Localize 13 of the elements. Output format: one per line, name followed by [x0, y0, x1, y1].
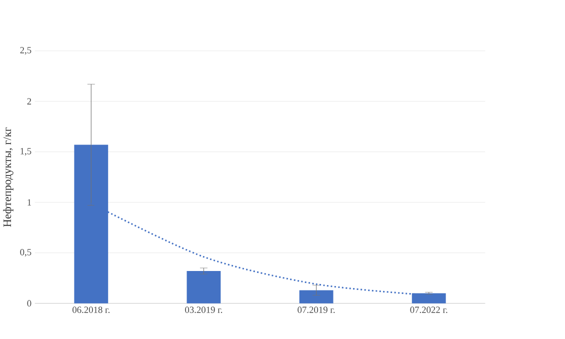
y-tick-label: 0	[27, 300, 32, 306]
bar	[186, 270, 221, 304]
bar	[299, 290, 334, 304]
y-tick-label: 0,5	[20, 248, 32, 257]
x-tick-label: 07.2022 г.	[410, 306, 448, 313]
y-tick-label: 1,5	[20, 148, 32, 156]
y-tick-label: 2,5	[20, 46, 32, 55]
x-tick-label: 03.2019 г.	[185, 306, 222, 313]
y-tick-label: 2	[27, 98, 32, 104]
x-tick-label: 07.2019 г.	[298, 306, 335, 313]
x-tick-label: 06.2018 г.	[72, 306, 110, 313]
y-tick-label: 1	[28, 199, 31, 206]
y-axis-title: Нефтепродукты, г/кг	[3, 127, 14, 227]
